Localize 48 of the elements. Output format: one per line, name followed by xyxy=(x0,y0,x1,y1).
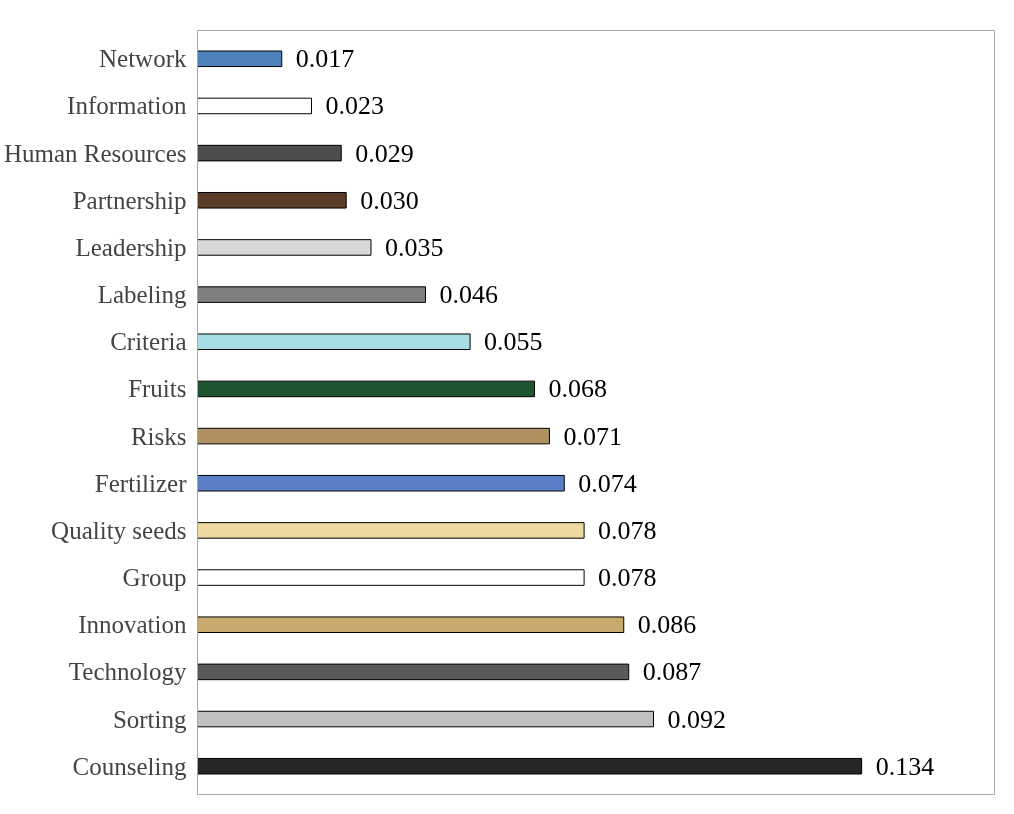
y-tick-label: Fruits xyxy=(128,375,187,403)
data-label: 0.086 xyxy=(637,610,697,640)
data-label: 0.055 xyxy=(484,327,543,357)
y-tick-label: Group xyxy=(122,564,187,592)
data-label: 0.134 xyxy=(875,751,935,781)
y-tick-label: Network xyxy=(99,45,187,73)
data-label: 0.068 xyxy=(548,374,608,404)
bar xyxy=(197,192,347,209)
bar xyxy=(197,427,550,445)
y-tick-label: Criteria xyxy=(110,328,187,356)
y-tick-label: Information xyxy=(67,92,187,120)
data-label: 0.092 xyxy=(667,704,726,734)
y-tick-label: Quality seeds xyxy=(51,516,187,544)
data-label: 0.035 xyxy=(384,232,444,262)
bar xyxy=(197,710,654,728)
data-label: 0.046 xyxy=(439,280,498,310)
bar xyxy=(197,380,536,398)
data-label: 0.029 xyxy=(355,138,414,168)
data-label: 0.071 xyxy=(563,421,622,451)
y-tick-label: Human Resources xyxy=(3,139,187,167)
y-tick-label: Innovation xyxy=(78,611,187,639)
bar xyxy=(197,286,426,303)
bar xyxy=(197,333,471,351)
bar xyxy=(197,50,283,68)
bar xyxy=(197,522,585,539)
y-tick-label: Technology xyxy=(68,658,187,686)
y-tick-label: Labeling xyxy=(97,281,187,309)
bar xyxy=(197,757,863,775)
bar xyxy=(197,239,372,256)
bar xyxy=(197,569,585,586)
data-label: 0.030 xyxy=(360,185,419,215)
data-label: 0.087 xyxy=(642,657,702,687)
y-tick-label: Fertilizer xyxy=(94,469,188,497)
y-tick-label: Sorting xyxy=(112,705,187,733)
data-label: 0.078 xyxy=(598,563,657,593)
bar xyxy=(197,97,312,115)
y-tick-label: Counseling xyxy=(72,752,187,780)
data-label: 0.017 xyxy=(295,44,355,74)
bar xyxy=(197,144,342,162)
bar xyxy=(197,474,565,492)
y-tick-label: Partnership xyxy=(72,186,187,214)
y-tick-label: Risks xyxy=(130,422,187,450)
bar xyxy=(197,616,625,633)
y-tick-label: Leadership xyxy=(75,233,187,261)
data-label: 0.023 xyxy=(325,91,384,121)
data-label: 0.078 xyxy=(598,515,657,545)
data-label: 0.074 xyxy=(578,468,637,498)
bar xyxy=(197,663,630,681)
